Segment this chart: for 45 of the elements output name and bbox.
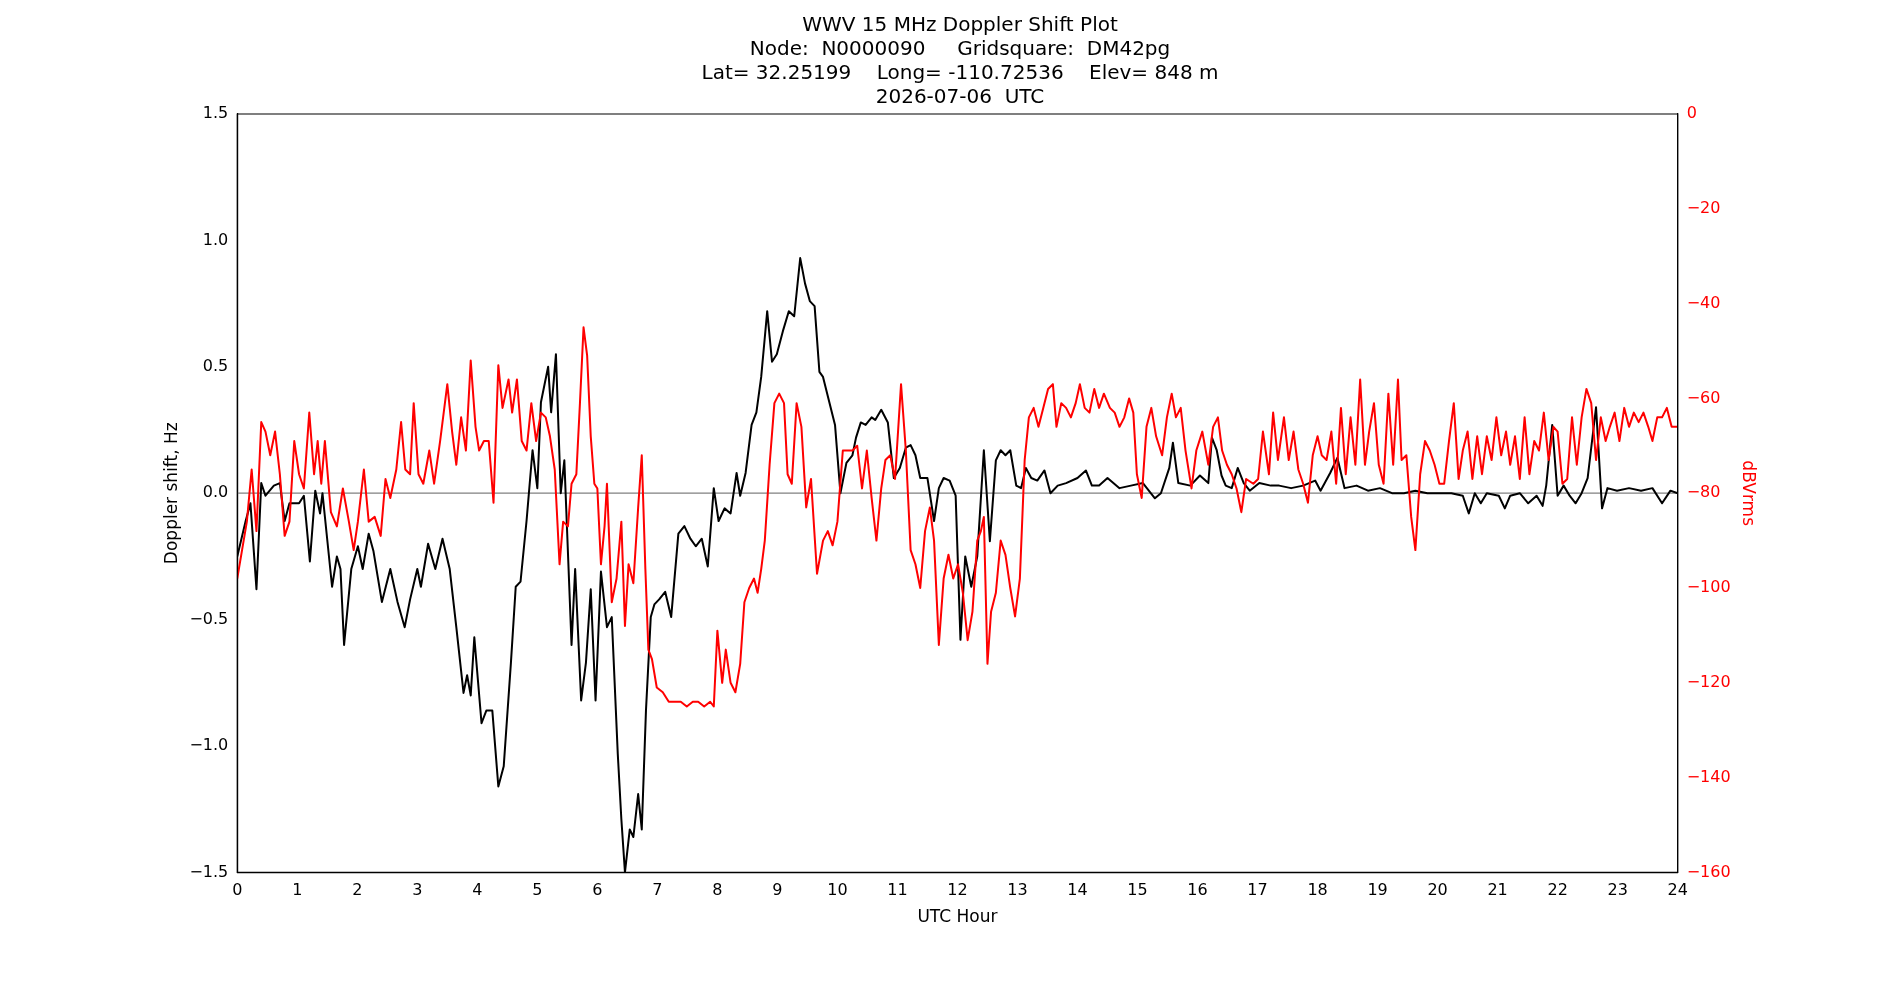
- x-tick-label: 24: [1667, 880, 1688, 900]
- y2-tick-label: −40: [1686, 292, 1721, 312]
- x-tick-label: 5: [532, 880, 543, 900]
- y-tick-label: −1.0: [189, 735, 229, 755]
- x-tick-label: 2: [352, 880, 363, 900]
- x-tick-label: 18: [1307, 880, 1328, 900]
- y2-tick-label: −160: [1686, 861, 1731, 881]
- x-tick-label: 8: [712, 880, 723, 900]
- y-tick-label: 1.0: [202, 229, 229, 249]
- x-tick-label: 6: [592, 880, 603, 900]
- y-axis-title: Doppler shift, Hz: [160, 422, 181, 565]
- y2-tick-label: −80: [1686, 482, 1721, 502]
- x-tick-label: 1: [292, 880, 303, 900]
- x-tick-label: 4: [472, 880, 483, 900]
- x-tick-label: 14: [1067, 880, 1088, 900]
- y2-tick-label: −100: [1686, 577, 1731, 597]
- x-tick-label: 21: [1487, 880, 1508, 900]
- y2-tick-label: −60: [1686, 387, 1721, 407]
- x-tick-label: 23: [1607, 880, 1628, 900]
- chart-title: WWV 15 MHz Doppler Shift Plot Node: N0000090 Gridsquare: DM42pg Lat= 32.25199 Long= -110.72536 Elev= 848 m 2026-07-06 UTC: [701, 12, 1219, 109]
- y2-axis-title: dBVrms: [1739, 460, 1760, 527]
- x-tick-label: 20: [1427, 880, 1448, 900]
- y2-tick-label: −20: [1686, 197, 1721, 217]
- x-tick-label: 10: [827, 880, 848, 900]
- x-tick-label: 22: [1547, 880, 1568, 900]
- y-tick-label: −0.5: [189, 608, 229, 628]
- y-tick-label: 1.5: [202, 103, 229, 123]
- x-tick-label: 7: [652, 880, 663, 900]
- x-tick-label: 12: [947, 880, 968, 900]
- x-tick-label: 13: [1007, 880, 1028, 900]
- x-tick-label: 17: [1247, 880, 1268, 900]
- x-axis-title: UTC Hour: [917, 906, 998, 927]
- y-tick-label: −1.5: [189, 861, 229, 881]
- y2-tick-label: −140: [1686, 766, 1731, 786]
- x-tick-label: 16: [1187, 880, 1208, 900]
- x-tick-label: 9: [772, 880, 783, 900]
- x-tick-label: 0: [232, 880, 243, 900]
- x-tick-label: 15: [1127, 880, 1148, 900]
- y-tick-label: 0.5: [202, 355, 229, 375]
- y-tick-label: 0.0: [202, 482, 229, 502]
- x-tick-label: 3: [412, 880, 423, 900]
- x-tick-label: 19: [1367, 880, 1388, 900]
- x-tick-label: 11: [887, 880, 908, 900]
- y2-tick-label: −120: [1686, 671, 1731, 691]
- y2-tick-label: 0: [1686, 103, 1697, 123]
